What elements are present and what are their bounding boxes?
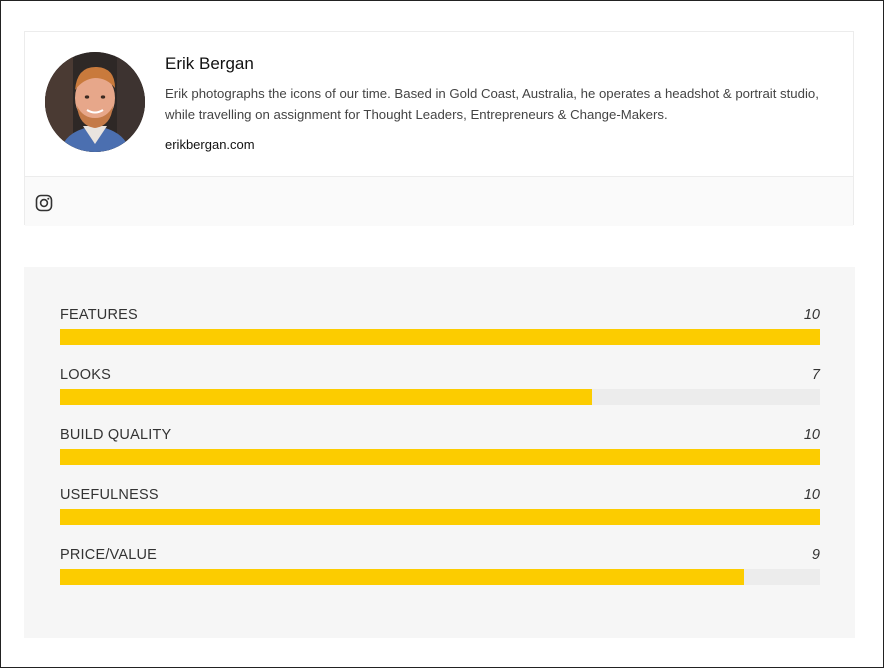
rating-label: FEATURES [60,307,138,323]
rating-label: USEFULNESS [60,487,159,503]
rating-bar-fill [60,329,820,345]
rating-features: FEATURES 10 [60,307,820,345]
author-name: Erik Bergan [165,54,254,73]
rating-bar-track [60,389,820,405]
ratings-panel: FEATURES 10 LOOKS 7 BUILD QUALITY 10 USE… [24,267,855,638]
rating-bar-track [60,329,820,345]
rating-bar-track [60,569,820,585]
rating-usefulness: USEFULNESS 10 [60,487,820,525]
avatar [45,52,145,152]
author-website-link[interactable]: erikbergan.com [165,137,255,152]
rating-bar-fill [60,449,820,465]
avatar-image [45,52,145,152]
author-social-bar [25,177,853,226]
rating-bar-track [60,509,820,525]
rating-price-value: PRICE/VALUE 9 [60,547,820,585]
rating-label: PRICE/VALUE [60,547,158,563]
rating-score: 10 [803,427,820,443]
author-bio: Erik photographs the icons of our time. … [165,86,819,122]
author-main: Erik Bergan Erik photographs the icons o… [25,32,853,177]
rating-bar-fill [60,509,820,525]
rating-bar-track [60,449,820,465]
rating-looks: LOOKS 7 [60,367,820,405]
rating-build-quality: BUILD QUALITY 10 [60,427,820,465]
rating-score: 10 [803,307,820,323]
author-text: Erik Bergan Erik photographs the icons o… [165,54,823,154]
rating-label: BUILD QUALITY [60,427,172,443]
instagram-icon[interactable] [35,194,53,212]
author-box: Erik Bergan Erik photographs the icons o… [24,31,854,226]
rating-bar-fill [60,569,744,585]
rating-score: 7 [811,367,820,383]
rating-label: LOOKS [60,367,111,383]
rating-score: 9 [811,547,820,563]
rating-bar-fill [60,389,592,405]
rating-score: 10 [803,487,820,503]
